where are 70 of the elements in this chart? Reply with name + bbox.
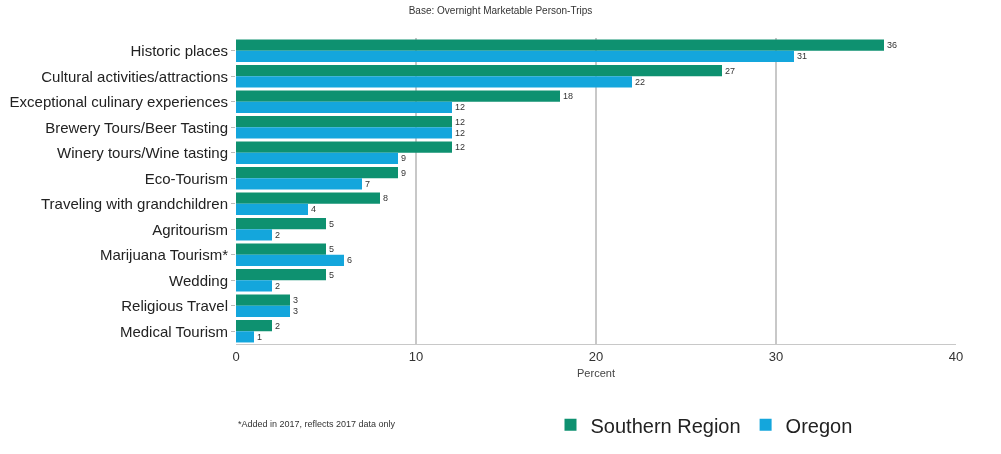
y-tick-label: Medical Tourism — [119, 322, 228, 340]
bar — [236, 116, 452, 128]
data-label: 36 — [887, 40, 898, 51]
bar — [236, 294, 290, 306]
bar — [236, 101, 452, 113]
data-label: 8 — [383, 193, 389, 204]
data-label: 9 — [401, 153, 407, 164]
data-label: 6 — [347, 255, 353, 266]
bar — [236, 280, 272, 292]
bar — [236, 320, 272, 332]
y-tick-label: Agritourism — [152, 220, 228, 238]
y-tick-label: Brewery Tours/Beer Tasting — [45, 118, 228, 136]
bar — [236, 203, 308, 215]
data-label: 12 — [455, 142, 466, 153]
y-tick-label: Eco-Tourism — [144, 169, 228, 187]
x-tick-label: 20 — [588, 348, 604, 364]
text: *Added in 2017, reflects 2017 data only — [238, 419, 396, 429]
legend-label: Southern Region — [590, 414, 741, 437]
data-label: 3 — [293, 306, 299, 317]
y-tick-label: Marijuana Tourism* — [99, 246, 229, 263]
legend-label: Oregon — [785, 414, 853, 437]
bar — [236, 331, 254, 343]
data-label: 3 — [293, 295, 299, 306]
bar — [236, 167, 398, 179]
bar — [236, 50, 794, 62]
bar — [236, 127, 452, 139]
data-label: 22 — [635, 76, 646, 87]
y-tick-label: Wedding — [169, 271, 228, 289]
x-tick-label: 0 — [232, 348, 240, 364]
x-tick-label: 30 — [768, 348, 784, 364]
bar — [236, 254, 344, 266]
data-label: 27 — [725, 65, 736, 76]
data-label: 1 — [257, 331, 263, 342]
bar — [236, 229, 272, 241]
data-label: 4 — [311, 204, 317, 215]
x-tick-label: 10 — [408, 348, 424, 364]
data-label: 5 — [329, 218, 335, 229]
chart-title: Base: Overnight Marketable Person-Trips — [408, 4, 593, 16]
bar — [236, 178, 362, 190]
bar — [236, 269, 326, 281]
bar — [236, 90, 560, 102]
x-tick-label: 40 — [948, 348, 964, 364]
bar — [236, 76, 632, 88]
data-label: 9 — [401, 167, 407, 178]
bar — [236, 65, 722, 77]
y-tick-label: Exceptional culinary experiences — [9, 93, 228, 110]
data-label: 7 — [365, 178, 371, 189]
data-label: 2 — [275, 320, 281, 331]
bar — [236, 218, 326, 230]
y-tick-label: Traveling with grandchildren — [40, 195, 228, 212]
data-label: 2 — [275, 280, 281, 291]
data-label: 31 — [797, 51, 808, 62]
bar — [236, 141, 452, 153]
bar — [236, 152, 398, 164]
bar — [236, 192, 380, 204]
data-label: 2 — [275, 229, 281, 240]
data-label: 12 — [455, 102, 466, 113]
x-axis-title: Percent — [577, 366, 615, 379]
bar — [236, 305, 290, 317]
y-tick-label: Religious Travel — [121, 297, 228, 314]
y-tick-label: Cultural activities/attractions — [41, 67, 228, 85]
y-tick-label: Winery tours/Wine tasting — [57, 144, 228, 161]
data-label: 5 — [329, 269, 335, 280]
data-label: 12 — [455, 127, 466, 138]
data-label: 18 — [563, 91, 574, 102]
bar — [236, 39, 884, 51]
data-label: 12 — [455, 116, 466, 127]
data-label: 5 — [329, 244, 335, 255]
bar — [236, 243, 326, 255]
y-tick-label: Historic places — [130, 42, 228, 59]
